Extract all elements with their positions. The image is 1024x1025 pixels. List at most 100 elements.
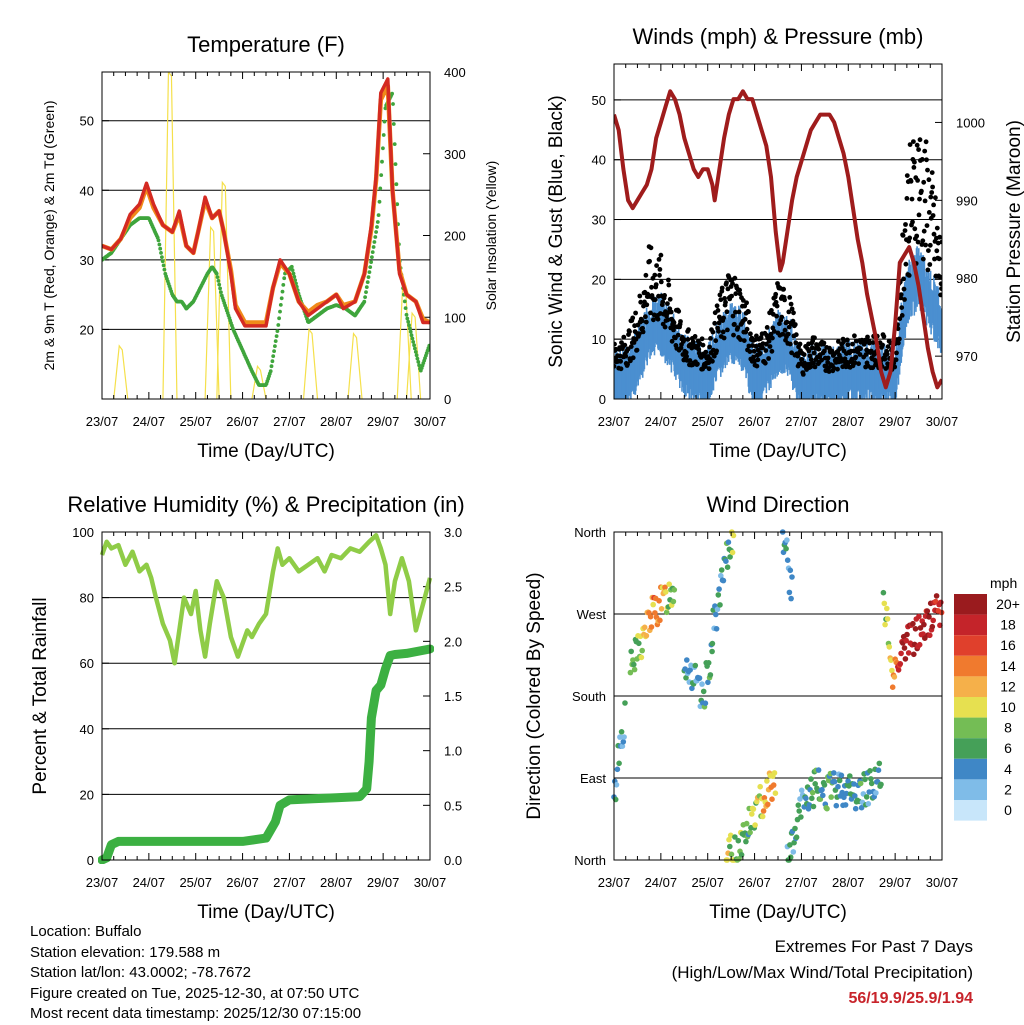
direction-point — [663, 589, 669, 595]
gust-point — [916, 147, 921, 153]
gust-point — [831, 365, 837, 371]
gust-point — [764, 325, 770, 330]
gust-point — [926, 248, 931, 254]
direction-point — [795, 802, 802, 808]
gust-point — [917, 196, 922, 202]
direction-point — [771, 770, 778, 776]
gust-point — [618, 358, 623, 364]
direction-point — [793, 834, 800, 840]
direction-point — [888, 657, 894, 663]
direction-point — [933, 593, 940, 599]
direction-point — [743, 820, 750, 827]
gust-point — [638, 299, 644, 305]
direction-point — [924, 608, 931, 614]
dewpoint-point — [403, 306, 408, 310]
winds-title: Winds (mph) & Pressure (mb) — [633, 24, 924, 49]
gust-point — [782, 297, 787, 303]
gust-point — [618, 366, 624, 372]
temperature-ytick-label: 30 — [80, 253, 94, 268]
gust-point — [937, 234, 942, 240]
gust-point — [703, 349, 709, 355]
winds-ytick-label: 20 — [592, 272, 606, 287]
direction-point — [714, 606, 721, 613]
direction-point — [901, 645, 908, 651]
temperature-ylabel-right: Solar Insolation (Yellow) — [483, 161, 499, 311]
created-text: Figure created on Tue, 2025-12-30, at 07… — [30, 984, 360, 1002]
dewpoint-point — [278, 303, 283, 307]
winds-frame — [613, 63, 943, 400]
gust-point — [787, 295, 793, 300]
gust-point — [766, 356, 771, 361]
direction-xtick-label: 26/07 — [738, 875, 771, 890]
gust-point — [907, 235, 913, 241]
gust-point — [921, 228, 927, 234]
direction-point — [798, 814, 804, 820]
gust-point — [654, 263, 659, 268]
gust-point — [929, 170, 935, 176]
dewpoint-point — [394, 182, 399, 187]
direction-point — [614, 766, 621, 773]
gust-point — [614, 363, 617, 369]
gust-point — [885, 344, 891, 349]
gust-point — [773, 299, 779, 305]
gust-point — [648, 310, 653, 316]
gust-point — [657, 272, 662, 278]
colorbar-label: 2 — [1004, 781, 1012, 797]
dewpoint-point — [377, 199, 382, 204]
direction-point — [696, 675, 703, 681]
gust-point — [868, 348, 874, 354]
winds-xtick-label: 30/07 — [926, 414, 959, 429]
gust-point — [934, 248, 940, 254]
dewpoint-point — [278, 309, 282, 314]
gust-point — [742, 316, 748, 322]
direction-point — [790, 849, 797, 855]
temperature-ylabel: 2m & 9m T (Red, Orange) & 2m Td (Green) — [41, 101, 57, 371]
direction-point — [786, 589, 793, 596]
direction-point — [858, 804, 865, 811]
direction-point — [833, 802, 840, 809]
gust-point — [785, 331, 791, 337]
direction-point — [903, 637, 909, 644]
gust-point — [668, 309, 674, 315]
direction-point — [613, 782, 620, 788]
direction-point — [729, 549, 736, 556]
gust-point — [719, 285, 725, 291]
humidity-ytick-label: 40 — [80, 722, 94, 737]
gust-point — [731, 332, 736, 338]
direction-point — [750, 806, 757, 812]
gust-point — [857, 352, 863, 357]
gust-point — [762, 360, 768, 366]
dewpoint-point — [161, 263, 166, 268]
direction-xtick-label: 30/07 — [926, 875, 959, 890]
humidity-ytick-label: 60 — [80, 656, 94, 671]
gust-point — [657, 267, 663, 272]
humidity-ytick-label: 80 — [80, 591, 94, 606]
direction-point — [717, 602, 723, 608]
direction-point — [930, 617, 936, 624]
direction-point — [663, 609, 670, 616]
gust-point — [769, 348, 775, 354]
gust-point — [700, 342, 706, 348]
direction-point — [847, 773, 853, 779]
direction-point — [687, 667, 693, 673]
direction-point — [630, 657, 636, 663]
direction-point — [810, 803, 817, 810]
direction-point — [873, 790, 879, 796]
direction-point — [835, 783, 841, 790]
gust-point — [939, 286, 942, 291]
extremes-subtitle: (High/Low/Max Wind/Total Precipitation) — [671, 963, 973, 982]
dewpoint-point — [413, 350, 418, 354]
gust-point — [880, 342, 885, 348]
gust-point — [917, 137, 923, 143]
direction-point — [670, 598, 677, 605]
gust-point — [747, 349, 753, 354]
station-info: Location: Buffalo Station elevation: 179… — [30, 922, 361, 1025]
gust-point — [811, 360, 816, 366]
temperature-y2tick-label: 300 — [444, 147, 466, 162]
colorbar-label: 20+ — [996, 596, 1020, 612]
humidity-y2tick-label: 2.5 — [444, 580, 462, 595]
recent-timestamp-text: Most recent data timestamp: 2025/12/30 0… — [30, 1005, 362, 1022]
humidity-y2tick-label: 0.0 — [444, 853, 462, 868]
gust-point — [738, 337, 743, 342]
dewpoint-point — [281, 283, 286, 287]
